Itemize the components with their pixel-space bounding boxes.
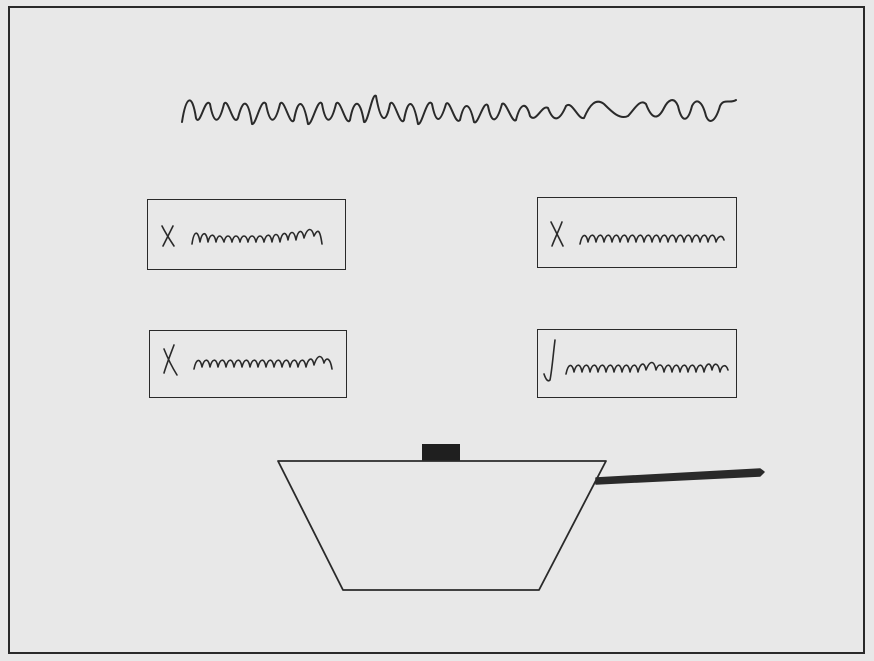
- answer-option-4[interactable]: [537, 329, 737, 398]
- answer-option-2[interactable]: [537, 197, 737, 268]
- option-2-content: [550, 221, 725, 247]
- x-mark-icon: [163, 344, 178, 376]
- option-1-content: [161, 225, 323, 247]
- x-mark-icon: [161, 225, 175, 247]
- option-4-content: [543, 339, 729, 382]
- option-2-label-scribble: [579, 234, 725, 245]
- x-mark-icon: [550, 221, 564, 247]
- option-3-label-scribble: [193, 355, 333, 370]
- check-mark-icon: [543, 339, 556, 382]
- answer-option-1[interactable]: [147, 199, 346, 270]
- answer-option-3[interactable]: [149, 330, 347, 398]
- option-3-content: [163, 344, 333, 376]
- option-4-label-scribble: [565, 361, 729, 375]
- option-1-label-scribble: [191, 228, 323, 245]
